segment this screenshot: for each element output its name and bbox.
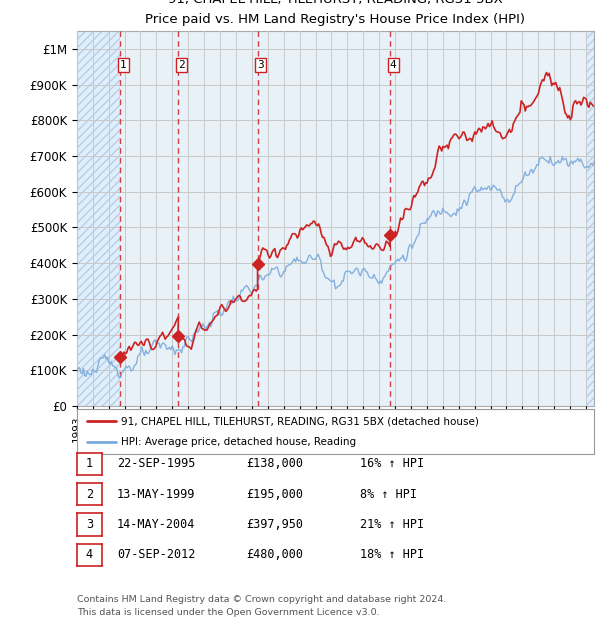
- Bar: [77, 31, 120, 406]
- Text: Contains HM Land Registry data © Crown copyright and database right 2024.
This d: Contains HM Land Registry data © Crown c…: [77, 595, 446, 617]
- Title: 91, CHAPEL HILL, TILEHURST, READING, RG31 5BX
Price paid vs. HM Land Registry's : 91, CHAPEL HILL, TILEHURST, READING, RG3…: [145, 0, 526, 25]
- Text: £138,000: £138,000: [246, 458, 303, 470]
- Text: 13-MAY-1999: 13-MAY-1999: [117, 488, 196, 500]
- Text: £397,950: £397,950: [246, 518, 303, 531]
- Text: 4: 4: [86, 549, 93, 561]
- Text: £480,000: £480,000: [246, 549, 303, 561]
- Text: 1: 1: [86, 458, 93, 470]
- Text: 4: 4: [390, 60, 397, 70]
- Text: 2: 2: [86, 488, 93, 500]
- Text: £195,000: £195,000: [246, 488, 303, 500]
- Text: 2: 2: [178, 60, 185, 70]
- Text: 3: 3: [86, 518, 93, 531]
- Text: 91, CHAPEL HILL, TILEHURST, READING, RG31 5BX (detached house): 91, CHAPEL HILL, TILEHURST, READING, RG3…: [121, 417, 479, 427]
- Text: 22-SEP-1995: 22-SEP-1995: [117, 458, 196, 470]
- Text: 8% ↑ HPI: 8% ↑ HPI: [360, 488, 417, 500]
- Text: 14-MAY-2004: 14-MAY-2004: [117, 518, 196, 531]
- Text: 21% ↑ HPI: 21% ↑ HPI: [360, 518, 424, 531]
- Text: 16% ↑ HPI: 16% ↑ HPI: [360, 458, 424, 470]
- Text: HPI: Average price, detached house, Reading: HPI: Average price, detached house, Read…: [121, 437, 356, 447]
- Text: 18% ↑ HPI: 18% ↑ HPI: [360, 549, 424, 561]
- Text: 07-SEP-2012: 07-SEP-2012: [117, 549, 196, 561]
- Bar: [586, 31, 600, 406]
- Text: 1: 1: [120, 60, 127, 70]
- Text: 3: 3: [257, 60, 264, 70]
